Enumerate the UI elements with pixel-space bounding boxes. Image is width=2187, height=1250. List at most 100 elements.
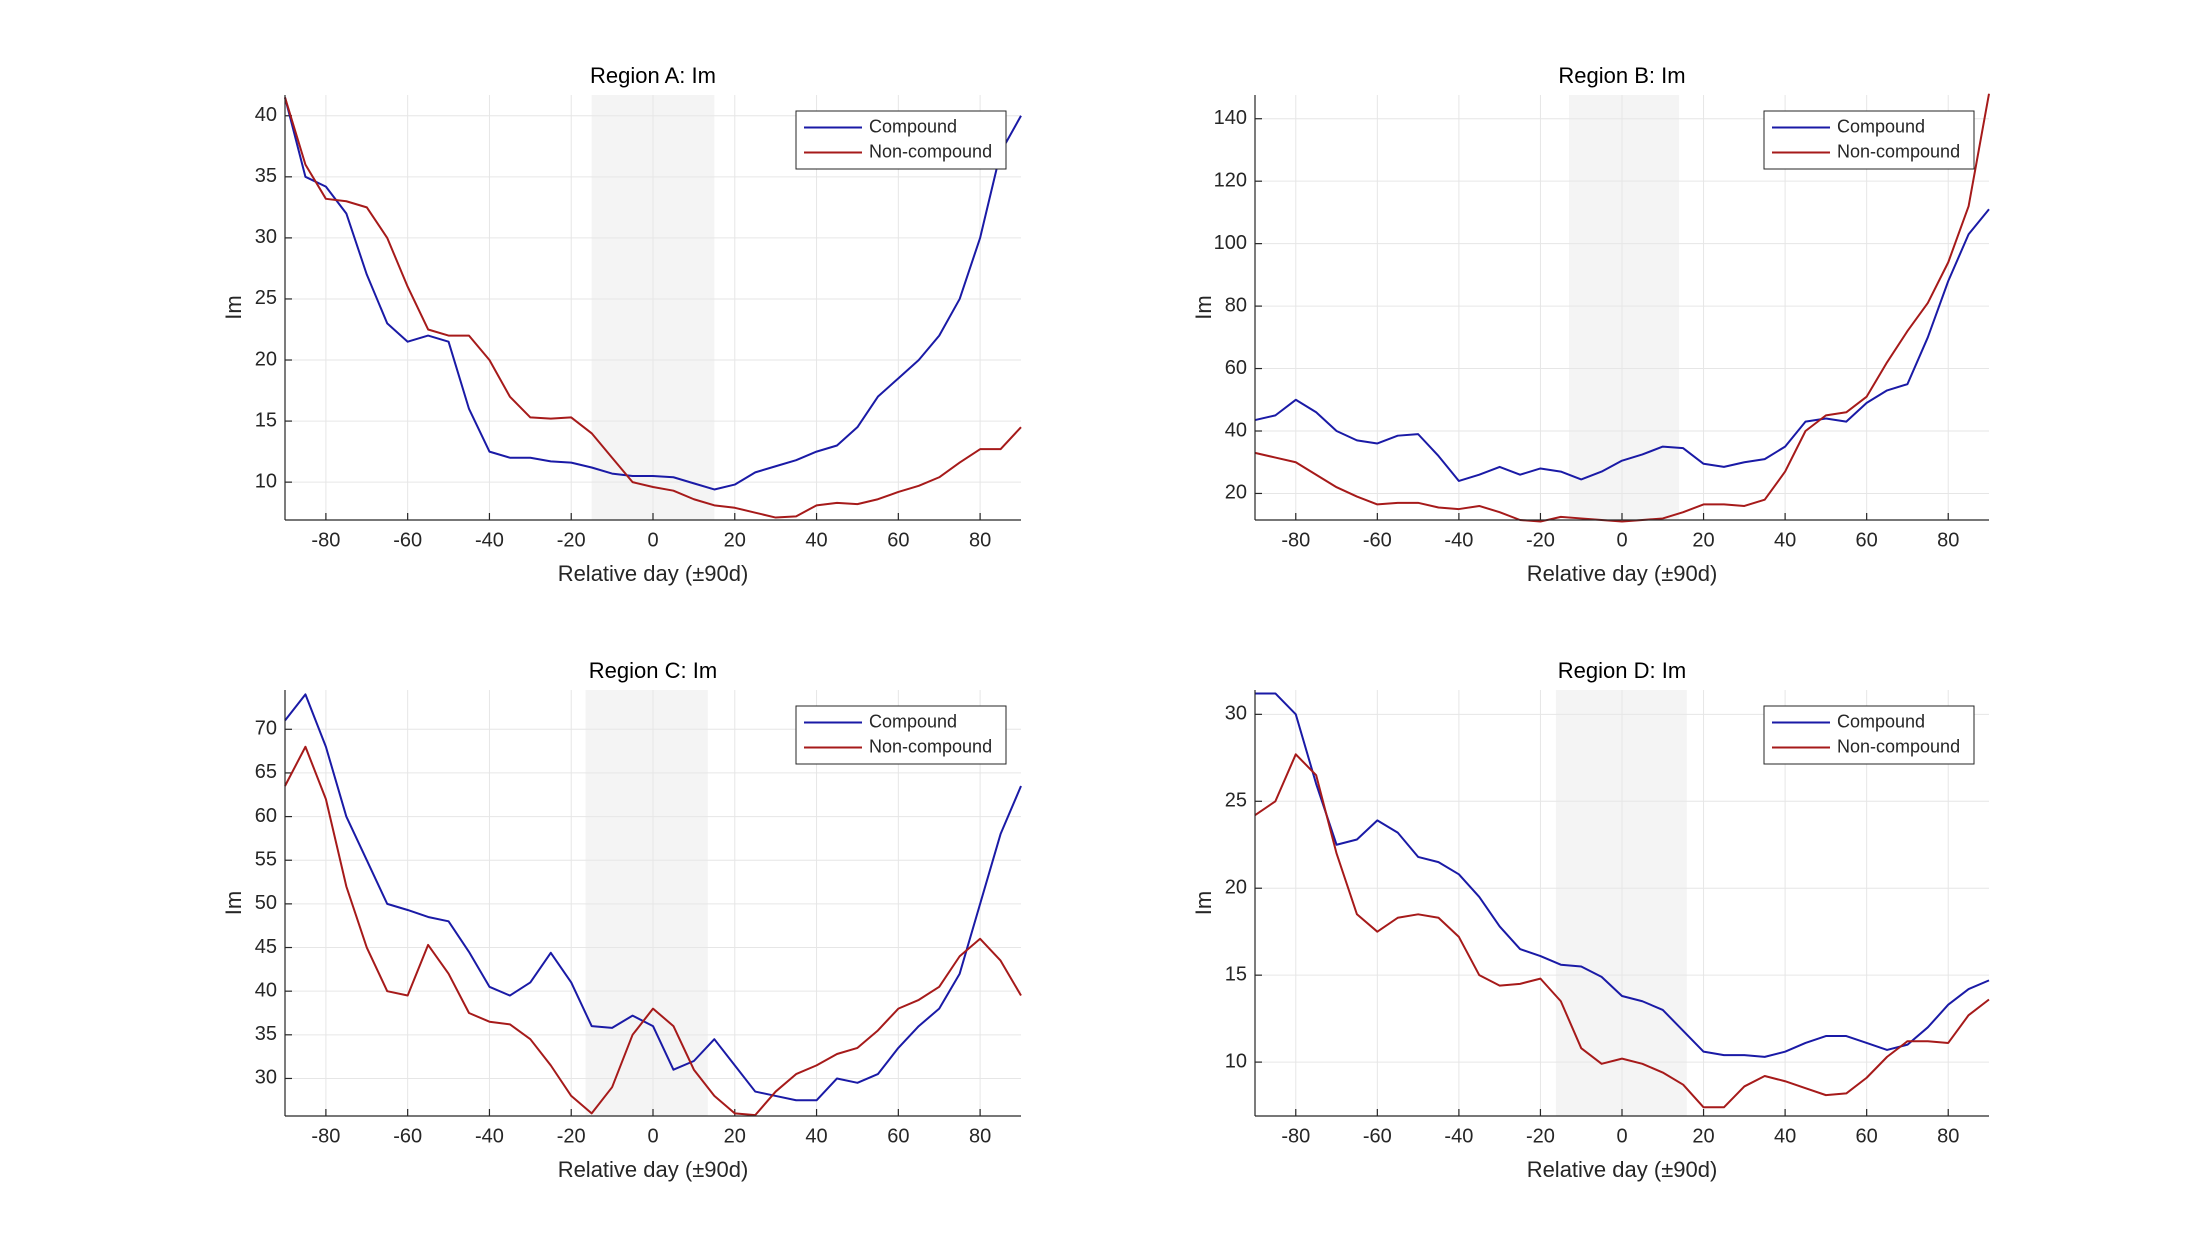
y-tick-label: 80 xyxy=(1225,294,1247,316)
y-axis-label: Im xyxy=(221,295,246,319)
y-tick-label: 20 xyxy=(1225,877,1247,899)
x-tick-label: -40 xyxy=(475,529,504,551)
y-tick-label: 10 xyxy=(1225,1050,1247,1072)
y-tick-label: 20 xyxy=(1225,482,1247,504)
legend-label: Compound xyxy=(869,116,957,136)
x-tick-label: -60 xyxy=(1363,1125,1392,1147)
chart-title: Region D: Im xyxy=(1558,658,1686,683)
x-tick-label: -40 xyxy=(475,1125,504,1147)
y-tick-label: 25 xyxy=(1225,790,1247,812)
legend-box xyxy=(1763,705,1975,765)
y-tick-label: 30 xyxy=(255,1067,277,1089)
subplot: -80 -60 -40 -20 0 20 40 60 80 30 35 40 45 50 55 60 65 70 R… xyxy=(221,658,1022,1182)
x-tick-label: 20 xyxy=(724,1125,746,1147)
subplot: -80 -60 -40 -20 0 20 40 60 80 20 40 60 80 100 120 140 Re… xyxy=(1191,63,1990,586)
legend: Compound Non-compound xyxy=(795,705,1007,765)
y-tick-label: 10 xyxy=(255,470,277,492)
legend-label: Compound xyxy=(869,711,957,731)
y-tick-label: 30 xyxy=(255,226,277,248)
legend-label: Compound xyxy=(1837,116,1925,136)
x-tick-label: 80 xyxy=(969,1125,991,1147)
x-tick-label: -80 xyxy=(311,529,340,551)
x-tick-label: 0 xyxy=(647,1125,658,1147)
series-line xyxy=(1255,692,1990,1058)
x-tick-label: 80 xyxy=(1937,529,1959,551)
series-line xyxy=(284,693,1022,1102)
x-tick-label: -20 xyxy=(1526,1125,1555,1147)
y-tick-label: 70 xyxy=(255,718,277,740)
legend: Compound Non-compound xyxy=(1763,705,1975,765)
y-tick-label: 55 xyxy=(255,849,277,871)
x-tick-label: -20 xyxy=(1526,529,1555,551)
x-tick-label: 60 xyxy=(1856,1125,1878,1147)
y-tick-label: 140 xyxy=(1214,107,1247,129)
x-axis-label: Relative day (±90d) xyxy=(558,561,749,586)
y-tick-label: 60 xyxy=(1225,357,1247,379)
y-tick-label: 60 xyxy=(255,805,277,827)
y-axis-label: Im xyxy=(221,891,246,915)
x-tick-label: 40 xyxy=(1774,529,1796,551)
y-tick-label: 25 xyxy=(255,287,277,309)
x-tick-label: 40 xyxy=(805,1125,827,1147)
y-tick-label: 15 xyxy=(255,409,277,431)
x-tick-label: 20 xyxy=(1692,529,1714,551)
chart-title: Region B: Im xyxy=(1558,63,1685,88)
series-line xyxy=(1254,93,1990,523)
x-tick-label: 80 xyxy=(969,529,991,551)
y-tick-label: 30 xyxy=(1225,703,1247,725)
x-tick-label: -20 xyxy=(557,529,586,551)
x-tick-label: -60 xyxy=(393,529,422,551)
y-tick-label: 15 xyxy=(1225,963,1247,985)
legend-label: Non-compound xyxy=(1837,141,1960,161)
x-tick-label: -60 xyxy=(393,1125,422,1147)
legend: Compound Non-compound xyxy=(1763,110,1975,170)
y-axis-label: Im xyxy=(1191,891,1216,915)
y-tick-label: 65 xyxy=(255,761,277,783)
shaded-span xyxy=(1555,690,1687,1116)
y-tick-label: 20 xyxy=(255,348,277,370)
y-tick-label: 40 xyxy=(255,104,277,126)
y-tick-label: 35 xyxy=(255,1023,277,1045)
legend-box xyxy=(795,705,1007,765)
series-line xyxy=(1254,208,1990,482)
x-tick-label: 0 xyxy=(1616,529,1627,551)
x-tick-label: 60 xyxy=(1856,529,1878,551)
x-tick-label: 60 xyxy=(887,529,909,551)
x-tick-label: -40 xyxy=(1444,529,1473,551)
legend-box xyxy=(1763,110,1975,170)
y-tick-label: 100 xyxy=(1214,232,1247,254)
x-tick-label: 0 xyxy=(1616,1125,1627,1147)
shaded-span xyxy=(1568,95,1680,520)
x-axis-label: Relative day (±90d) xyxy=(558,1157,749,1182)
subplot: -80 -60 -40 -20 0 20 40 60 80 10 15 20 25 30 Region D:… xyxy=(1191,658,1990,1182)
y-tick-label: 40 xyxy=(1225,419,1247,441)
series-line xyxy=(284,97,1022,491)
y-tick-label: 40 xyxy=(255,979,277,1001)
x-tick-label: 60 xyxy=(887,1125,909,1147)
x-tick-label: 20 xyxy=(1692,1125,1714,1147)
x-axis-label: Relative day (±90d) xyxy=(1527,1157,1718,1182)
legend-label: Non-compound xyxy=(869,736,992,756)
x-tick-label: 80 xyxy=(1937,1125,1959,1147)
series-line xyxy=(1254,753,1990,1109)
shaded-span xyxy=(585,690,708,1116)
x-tick-label: 0 xyxy=(647,529,658,551)
x-tick-label: -40 xyxy=(1444,1125,1473,1147)
x-tick-label: 40 xyxy=(1774,1125,1796,1147)
y-tick-label: 120 xyxy=(1214,169,1247,191)
legend: Compound Non-compound xyxy=(795,110,1007,170)
x-tick-label: 40 xyxy=(805,529,827,551)
series-line xyxy=(284,97,1022,519)
legend-label: Non-compound xyxy=(1837,736,1960,756)
y-axis-label: Im xyxy=(1191,295,1216,319)
x-tick-label: -60 xyxy=(1363,529,1392,551)
series-line xyxy=(284,745,1022,1117)
subplot: -80 -60 -40 -20 0 20 40 60 80 10 15 20 25 30 35 40 Regio… xyxy=(221,63,1022,586)
chart-title: Region A: Im xyxy=(590,63,716,88)
y-tick-label: 35 xyxy=(255,165,277,187)
x-tick-label: -80 xyxy=(1281,529,1310,551)
x-tick-label: -20 xyxy=(557,1125,586,1147)
y-tick-label: 50 xyxy=(255,892,277,914)
x-tick-label: -80 xyxy=(1281,1125,1310,1147)
